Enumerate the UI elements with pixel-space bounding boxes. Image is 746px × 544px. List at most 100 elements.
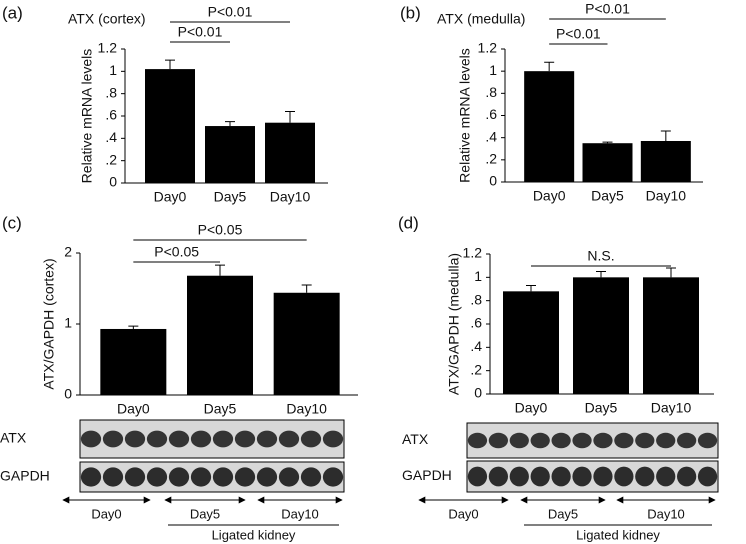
- error-bar: [225, 121, 235, 127]
- x-tick-label: Day10: [286, 401, 327, 417]
- blot-band: [593, 466, 613, 487]
- blot-band: [656, 466, 676, 487]
- x-tick-label: Day10: [651, 400, 692, 416]
- chart-title: ATX (cortex): [68, 11, 146, 27]
- y-tick-label: 0: [109, 174, 117, 190]
- blot-footer: Ligated kidney: [576, 527, 660, 542]
- y-axis-label: ATX/GAPDH (medulla): [446, 253, 462, 395]
- blot-band: [146, 430, 168, 448]
- y-axis-label: Relative mRNA levels: [79, 49, 95, 184]
- panel-label: (a): [2, 3, 23, 22]
- significance-label: N.S.: [587, 248, 614, 264]
- bar: [503, 291, 559, 394]
- significance-label: P<0.05: [198, 222, 243, 238]
- blot-strip: [466, 460, 719, 493]
- x-tick-label: Day0: [117, 401, 150, 417]
- blot-footer: Ligated kidney: [212, 527, 296, 542]
- blot-band: [572, 432, 592, 449]
- blot-band: [530, 432, 550, 449]
- blot-band: [80, 467, 102, 487]
- blot-row-label: ATX: [402, 431, 429, 447]
- blot-band: [278, 430, 300, 448]
- y-tick-label: 0: [474, 385, 482, 401]
- error-bar: [285, 111, 295, 123]
- blot-band: [593, 432, 613, 449]
- x-tick-label: Day0: [515, 400, 548, 416]
- blot-band: [102, 430, 124, 448]
- x-tick-label: Day5: [591, 188, 624, 204]
- blot-band: [234, 430, 256, 448]
- y-tick-label: 0: [489, 173, 497, 189]
- y-tick-label: 0: [64, 386, 72, 402]
- y-tick-label: .6: [485, 106, 497, 122]
- y-tick-label: .8: [485, 84, 497, 100]
- significance-label: P<0.01: [585, 1, 630, 17]
- bar: [640, 140, 691, 182]
- blot-band: [278, 467, 300, 487]
- blot-band: [530, 466, 550, 487]
- blot-row-label: GAPDH: [0, 468, 50, 484]
- chart-title: ATX (medulla): [437, 11, 525, 27]
- bar: [100, 328, 167, 395]
- blot-band: [168, 430, 190, 448]
- blot-band: [256, 467, 278, 487]
- blot-band: [212, 430, 234, 448]
- y-tick-label: 1.2: [98, 40, 118, 56]
- blot-row-label: GAPDH: [402, 467, 452, 483]
- blot-band: [488, 466, 508, 487]
- y-tick-label: .8: [470, 291, 482, 307]
- blot-band: [614, 466, 634, 487]
- error-bar: [544, 61, 555, 72]
- significance-label: P<0.01: [556, 26, 601, 42]
- error-bar: [526, 285, 536, 292]
- blot-band: [80, 430, 102, 448]
- error-bar: [596, 271, 606, 278]
- error-bar: [666, 267, 676, 278]
- y-tick-label: .4: [470, 338, 482, 354]
- significance-label: P<0.05: [154, 244, 199, 260]
- group-label: Day10: [647, 506, 685, 521]
- blot-band: [467, 466, 488, 487]
- blot-band: [614, 432, 634, 449]
- blot-strip: [79, 419, 345, 459]
- panel-label: (b): [400, 3, 421, 22]
- bar: [582, 143, 633, 182]
- x-tick-label: Day0: [154, 189, 187, 205]
- blot-band: [322, 467, 344, 487]
- y-tick-label: .4: [485, 128, 497, 144]
- panel-label: (d): [398, 213, 419, 232]
- blot-band: [488, 432, 508, 449]
- blot-band: [635, 466, 655, 487]
- blot-band: [551, 466, 571, 487]
- blot-band: [467, 432, 488, 449]
- panel-label: (c): [2, 213, 22, 232]
- blot-band: [102, 467, 124, 487]
- blot-band: [190, 467, 212, 487]
- blot-band: [677, 432, 697, 449]
- bar: [265, 122, 315, 183]
- blot-strip: [79, 461, 345, 493]
- y-tick-label: 1.2: [478, 40, 498, 56]
- blot-band: [146, 467, 168, 487]
- y-tick-label: 1: [489, 62, 497, 78]
- y-tick-label: .2: [105, 151, 117, 167]
- y-tick-label: 1: [474, 268, 482, 284]
- y-tick-label: .8: [105, 84, 117, 100]
- blot-band: [124, 467, 146, 487]
- blot-band: [168, 467, 190, 487]
- bar: [187, 275, 253, 395]
- y-tick-label: .6: [105, 107, 117, 123]
- bar: [145, 69, 195, 183]
- bar: [273, 292, 340, 395]
- group-label: Day10: [281, 506, 319, 521]
- y-tick-label: 1.2: [463, 245, 483, 261]
- error-bar: [215, 264, 225, 276]
- blot-band: [656, 432, 676, 449]
- error-bar: [660, 130, 671, 141]
- blot-band: [300, 467, 322, 487]
- error-bar: [165, 59, 175, 70]
- blot-band: [124, 430, 146, 448]
- y-tick-label: .6: [470, 315, 482, 331]
- significance-label: P<0.01: [208, 4, 253, 20]
